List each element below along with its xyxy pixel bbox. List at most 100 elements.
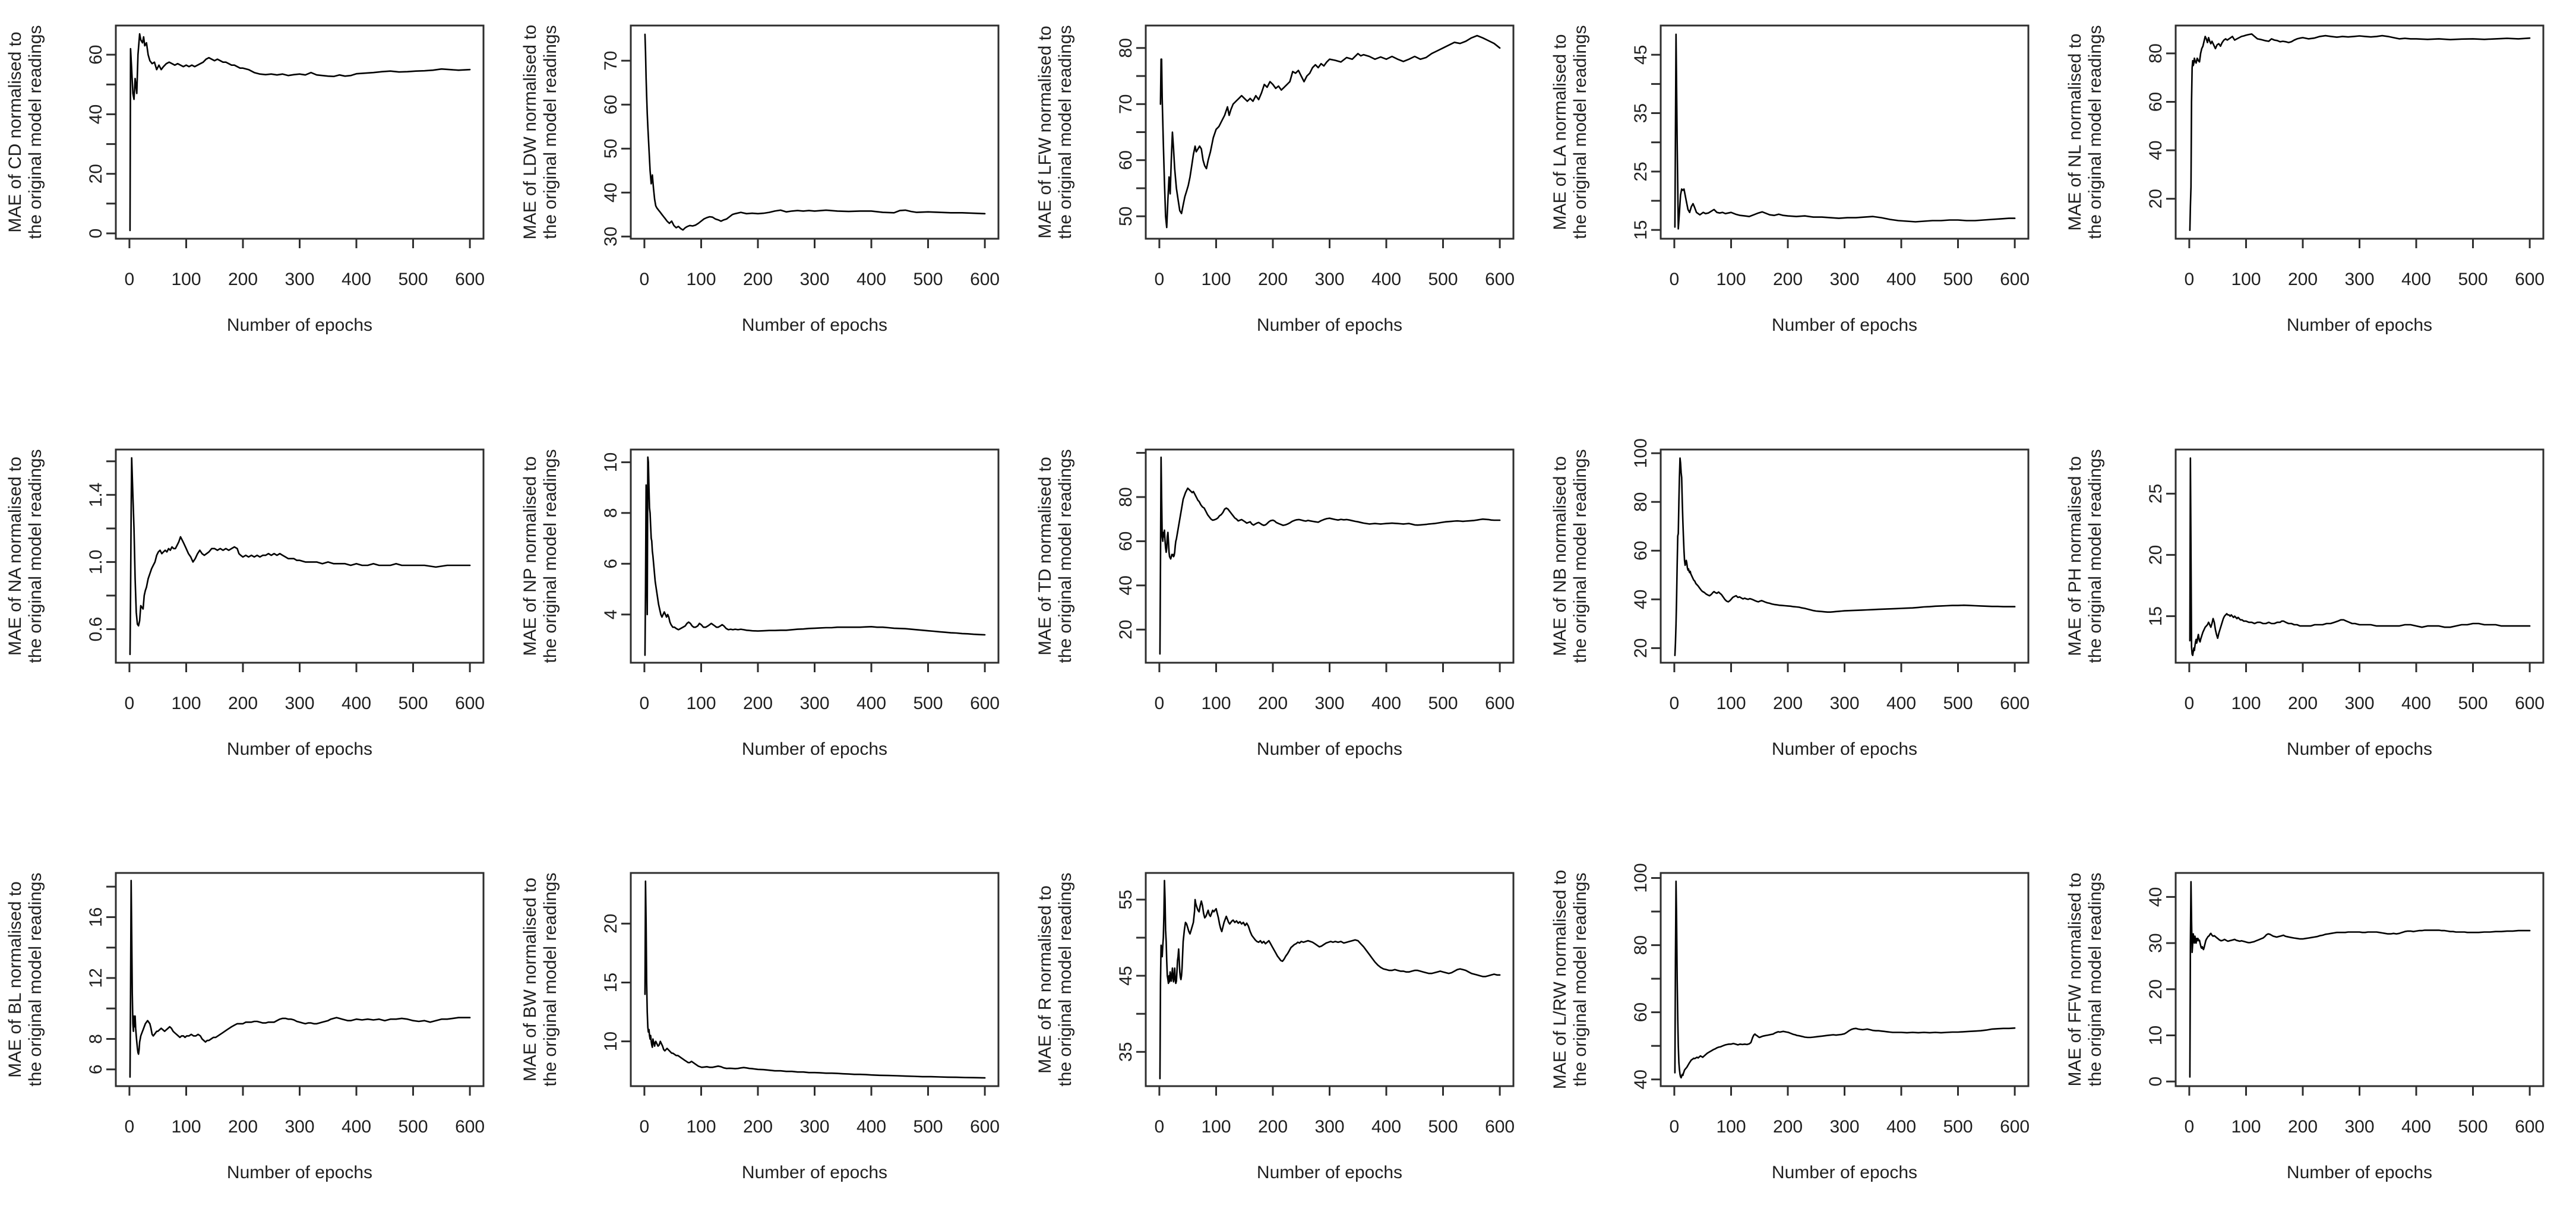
x-axis-tick-label: 500 <box>1428 694 1458 713</box>
y-axis-tick-label: 20 <box>86 164 106 183</box>
y-axis-title-line1: MAE of LFW normalised to <box>1035 26 1055 238</box>
x-axis-tick-label: 200 <box>1773 1117 1803 1137</box>
y-axis-title-line2: the original model readings <box>1055 872 1075 1086</box>
x-axis-tick-label: 600 <box>1485 1117 1515 1137</box>
y-axis-tick-label: 100 <box>1631 863 1651 893</box>
y-axis-title-line2: the original model readings <box>541 872 560 1086</box>
y-axis-tick-label: 70 <box>1116 94 1136 114</box>
series-line-lfw <box>1159 34 1501 229</box>
x-axis-tick-label: 300 <box>1829 694 1859 713</box>
x-axis-tick-label: 300 <box>1829 270 1859 289</box>
series-line-nb <box>1674 457 2016 657</box>
x-axis-title: Number of epochs <box>742 739 887 759</box>
y-axis-tick-label: 8 <box>601 508 621 518</box>
series-line-la <box>1674 33 2016 230</box>
plot-frame <box>630 448 1000 664</box>
y-axis-tick-label: 50 <box>1116 207 1136 226</box>
x-axis-tick-label: 0 <box>1155 694 1165 713</box>
plot-frame <box>1660 24 2030 240</box>
x-axis-title: Number of epochs <box>2287 1163 2432 1182</box>
y-axis-title-line2: the original model readings <box>1055 449 1075 663</box>
x-axis-tick-label: 400 <box>342 270 371 289</box>
y-axis-title-line1: MAE of NB normalised to <box>1550 456 1570 656</box>
y-axis-tick-label: 1.0 <box>86 550 106 575</box>
x-axis-tick-label: 400 <box>856 694 886 713</box>
x-axis-tick-label: 300 <box>1314 1117 1344 1137</box>
y-axis-tick-label: 80 <box>2146 43 2166 63</box>
plot-frame <box>115 448 485 664</box>
y-axis-title-line2: the original model readings <box>1570 872 1590 1086</box>
y-axis-title-line2: the original model readings <box>26 872 45 1086</box>
x-axis-tick-label: 100 <box>1716 270 1746 289</box>
y-axis-tick-label: 40 <box>1631 1070 1651 1089</box>
x-axis-tick-label: 500 <box>913 1117 943 1137</box>
x-axis-tick-label: 200 <box>743 1117 773 1137</box>
subplot-la: 15 25 35 45 0 100 200 300 400 500 600 MAE of LA nor… <box>1550 24 2030 335</box>
x-axis-tick-label: 100 <box>1716 1117 1746 1137</box>
y-axis-tick-label: 80 <box>1116 38 1136 58</box>
x-axis-tick-label: 400 <box>1371 694 1401 713</box>
subplot-nl: 20 40 60 80 0 100 200 300 400 500 600 MAE of NL nor… <box>2065 24 2545 335</box>
x-axis-title: Number of epochs <box>742 1163 887 1182</box>
x-axis-tick-label: 600 <box>970 270 1000 289</box>
x-axis-tick-label: 0 <box>125 270 135 289</box>
y-axis-tick-label: 45 <box>1631 45 1651 65</box>
x-axis-tick-label: 300 <box>799 270 829 289</box>
x-axis-tick-label: 300 <box>2344 1117 2374 1137</box>
y-axis-tick-label: 60 <box>1631 1002 1651 1022</box>
x-axis-tick-label: 600 <box>2515 270 2545 289</box>
series-line-bl <box>129 879 471 1078</box>
y-axis-tick-label: 20 <box>601 914 621 934</box>
y-axis-tick-label: 45 <box>1116 966 1136 985</box>
y-axis-tick-label: 30 <box>2146 933 2166 953</box>
x-axis-title: Number of epochs <box>1772 739 1917 759</box>
x-axis-tick-label: 500 <box>2458 694 2488 713</box>
x-axis-tick-label: 600 <box>2515 694 2545 713</box>
x-axis-tick-label: 600 <box>970 694 1000 713</box>
y-axis-title-line2: the original model readings <box>541 25 560 239</box>
x-axis-tick-label: 400 <box>1886 694 1916 713</box>
subplot-td: 20 40 60 80 0 100 200 300 400 500 600 MAE of TD nor… <box>1035 448 1515 759</box>
x-axis-tick-label: 100 <box>686 270 716 289</box>
x-axis-tick-label: 300 <box>285 270 314 289</box>
subplot-lrw: 40 60 80 100 0 100 200 300 400 500 600 MAE of L/RW … <box>1550 863 2030 1182</box>
series-line-cd <box>129 33 471 232</box>
x-axis-tick-label: 200 <box>2288 694 2318 713</box>
subplot-r: 35 45 55 0 100 200 300 400 500 600 MAE of R normal… <box>1035 872 1515 1182</box>
x-axis-tick-label: 0 <box>1670 694 1680 713</box>
plot-frame <box>630 24 1000 240</box>
y-axis-title-line1: MAE of NL normalised to <box>2065 33 2085 230</box>
y-axis-tick-label: 1.4 <box>86 482 106 507</box>
x-axis-title: Number of epochs <box>227 739 372 759</box>
x-axis-tick-label: 600 <box>2515 1117 2545 1137</box>
series-line-nl <box>2189 33 2531 232</box>
y-axis-tick-label: 10 <box>601 1032 621 1051</box>
x-axis-tick-label: 300 <box>799 694 829 713</box>
y-axis-tick-label: 15 <box>1631 220 1651 240</box>
y-axis-tick-label: 60 <box>1631 541 1651 561</box>
plot-frame <box>115 872 485 1087</box>
x-axis-tick-label: 400 <box>2401 1117 2431 1137</box>
x-axis-tick-label: 500 <box>398 694 428 713</box>
plot-frame <box>1660 872 2030 1087</box>
plot-frame <box>2174 448 2545 664</box>
x-axis-tick-label: 200 <box>743 694 773 713</box>
x-axis-tick-label: 600 <box>1485 694 1515 713</box>
y-axis-tick-label: 60 <box>601 95 621 115</box>
x-axis-tick-label: 0 <box>640 694 650 713</box>
plot-frame <box>630 872 1000 1087</box>
x-axis-tick-label: 0 <box>1670 270 1680 289</box>
y-axis-title-line1: MAE of NP normalised to <box>520 456 540 656</box>
y-axis-title-line1: MAE of LA normalised to <box>1550 34 1570 230</box>
x-axis-tick-label: 100 <box>1201 694 1231 713</box>
x-axis-tick-label: 300 <box>1314 694 1344 713</box>
y-axis-tick-label: 25 <box>1631 162 1651 181</box>
y-axis-tick-label: 20 <box>1631 638 1651 658</box>
x-axis-tick-label: 0 <box>2185 270 2195 289</box>
x-axis-tick-label: 100 <box>2231 694 2261 713</box>
x-axis-tick-label: 200 <box>1258 1117 1288 1137</box>
y-axis-tick-label: 40 <box>601 183 621 202</box>
